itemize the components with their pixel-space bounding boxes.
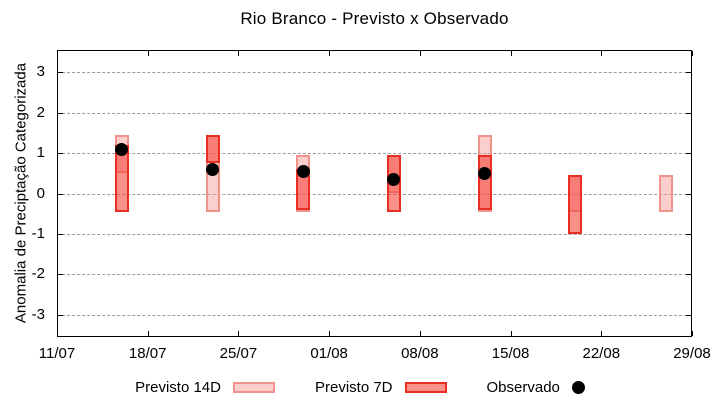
y-tick [686, 314, 691, 316]
previsto-14d-swatch-icon [232, 381, 275, 393]
x-tick [419, 51, 421, 56]
observado-point [296, 164, 310, 178]
x-tick-label: 11/07 [38, 345, 76, 362]
y-tick [686, 72, 691, 74]
legend-item-previsto-14d: Previsto 14D [135, 379, 275, 396]
observado-point [115, 142, 129, 156]
legend-item-observado: Observado [487, 379, 585, 396]
y-tick [686, 153, 691, 155]
previsto-7d-bar [477, 155, 492, 210]
legend-label-observado: Observado [486, 378, 560, 396]
x-tick [510, 51, 512, 56]
gridline [57, 193, 692, 195]
y-tick [686, 112, 691, 114]
y-tick [58, 72, 63, 74]
x-tick-label: 29/08 [673, 345, 711, 362]
gridline [57, 153, 692, 155]
x-tick [601, 51, 603, 56]
y-tick [58, 314, 63, 316]
previsto-14d-bar [659, 175, 674, 212]
observado-dot-icon [571, 380, 585, 394]
y-tick [686, 193, 691, 195]
x-tick [419, 331, 421, 336]
y-tick-label: 1 [36, 144, 45, 162]
x-tick [147, 51, 149, 56]
y-tick [58, 193, 63, 195]
x-tick-label: 01/08 [310, 345, 348, 362]
gridline [57, 72, 692, 74]
x-tick [692, 331, 693, 336]
y-tick-label: 0 [36, 184, 45, 202]
chart-title: Rio Branco - Previsto x Observado [240, 9, 509, 28]
x-tick [238, 331, 240, 336]
observado-point [387, 172, 401, 186]
gridline [57, 314, 692, 316]
y-tick-label: 2 [36, 103, 45, 121]
gridline [57, 233, 692, 235]
legend-label-previsto-7d: Previsto 7D [314, 378, 393, 396]
x-tick [238, 51, 240, 56]
y-tick [58, 112, 63, 114]
chart-legend: Previsto 14D Previsto 7D Observado [0, 376, 720, 398]
gridline [57, 112, 692, 114]
previsto-7d-bar [568, 175, 583, 234]
previsto-7d-swatch-icon [404, 381, 447, 393]
y-tick-label: -2 [31, 265, 45, 283]
y-tick [58, 153, 63, 155]
x-tick-label: 08/08 [401, 345, 439, 362]
plot-frame [57, 50, 692, 337]
legend-item-previsto-7d: Previsto 7D [315, 379, 447, 396]
x-tick [329, 51, 331, 56]
legend-label-previsto-14d: Previsto 14D [135, 378, 221, 396]
x-tick-label: 25/07 [219, 345, 258, 362]
y-tick [686, 274, 691, 276]
x-tick-label: 15/08 [491, 345, 530, 362]
x-tick [510, 331, 512, 336]
x-tick [601, 331, 603, 336]
x-tick [329, 331, 331, 336]
observado-point [206, 162, 219, 176]
x-tick-label: 22/08 [582, 345, 621, 362]
x-tick [692, 51, 693, 56]
observado-point [478, 166, 492, 180]
y-tick [686, 233, 691, 235]
previsto-7d-bar [205, 134, 220, 164]
y-tick-label: -1 [31, 224, 45, 242]
y-tick [58, 233, 63, 235]
x-tick-label: 18/07 [128, 345, 167, 362]
x-tick [147, 331, 149, 336]
gridline [57, 274, 692, 276]
y-tick [58, 274, 63, 276]
y-tick-label: 3 [36, 63, 45, 81]
y-tick-label: -3 [31, 305, 45, 323]
